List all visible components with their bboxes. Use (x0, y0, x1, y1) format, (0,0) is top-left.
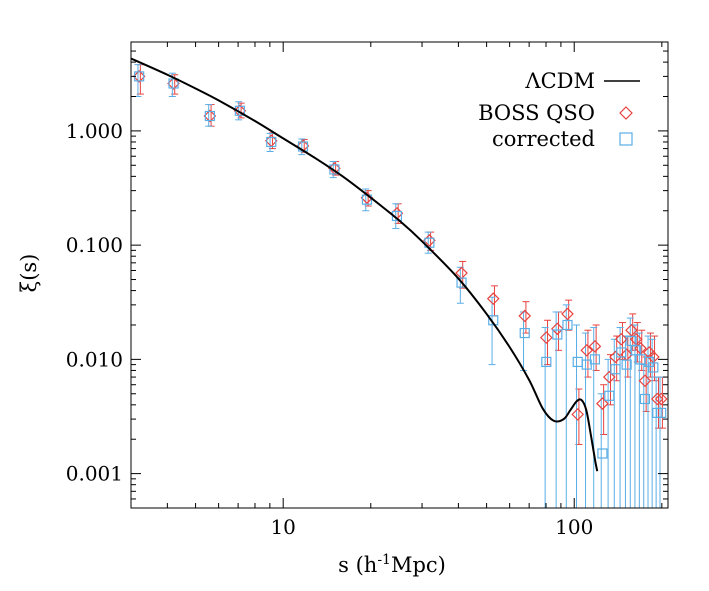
corrected-point (519, 327, 530, 339)
boss-qso-point (360, 191, 374, 205)
plot-frame-layer (130, 41, 669, 509)
boss-qso-point (233, 104, 247, 118)
boss-qso-point (588, 340, 602, 353)
corrected-point (488, 315, 499, 326)
boss-qso-point (486, 292, 500, 306)
boss-qso-point (609, 350, 622, 364)
y-tick-label: 0.100 (66, 233, 123, 257)
y-axis-label: ξ(s) (17, 254, 41, 293)
corrected-point (456, 277, 467, 288)
corrected-point (541, 356, 552, 368)
y-tick-label: 0.001 (66, 462, 123, 486)
boss-qso-point (654, 392, 668, 406)
boss-qso-point (132, 70, 146, 83)
x-tick-label: 10 (270, 515, 295, 539)
boss-qso-point (203, 109, 217, 123)
legend-swatch-diamond (619, 106, 633, 120)
x-tick-label: 100 (555, 515, 593, 539)
boss-qso-point (580, 343, 594, 357)
corrected-point (581, 359, 592, 370)
legend-swatch-square (619, 132, 633, 146)
corrected-point (266, 136, 277, 148)
boss-qso-point (614, 332, 628, 346)
corrected-point (204, 110, 215, 122)
model-line-layer (131, 57, 599, 472)
corrected-point (610, 364, 621, 375)
boss-qso-point (550, 322, 564, 336)
boss-qso-point (596, 397, 609, 410)
boss-qso-point (571, 408, 585, 421)
corrected-point (552, 329, 563, 340)
ticks-layer: 10 100 0.001 0.010 0.100 1.000 (66, 41, 668, 539)
corrected-point (639, 393, 651, 405)
corrected-point (597, 448, 608, 459)
corrected-point (604, 390, 615, 401)
plot-frame (130, 41, 669, 509)
boss-qso-point (539, 331, 553, 344)
markers-layer (132, 70, 668, 459)
corrected-point (621, 359, 632, 370)
y-tick-label: 0.010 (66, 347, 123, 371)
corrected-point (648, 362, 659, 373)
corrected-point (168, 78, 179, 89)
boss-qso-point (602, 370, 616, 384)
legend-label--cdm: ΛCDM (524, 69, 595, 93)
boss-qso-point (638, 374, 652, 388)
corrected-point (589, 354, 601, 365)
corrected-point (329, 164, 340, 175)
corrected-point (616, 347, 627, 358)
corrected-point (656, 407, 667, 418)
boss-qso-point (625, 323, 638, 337)
legend-label-corrected: corrected (492, 127, 595, 151)
corrected-point (562, 319, 573, 331)
boss-qso-point (167, 77, 180, 90)
y-tick-label: 1.000 (66, 119, 123, 143)
boss-qso-point (561, 307, 574, 321)
lcdm-model-line (131, 57, 599, 472)
legend-label-boss-qso: BOSS QSO (478, 101, 595, 125)
boss-qso-point (518, 309, 532, 323)
boss-qso-point (650, 392, 664, 406)
x-axis-label: s (h-1Mpc) (338, 552, 446, 577)
